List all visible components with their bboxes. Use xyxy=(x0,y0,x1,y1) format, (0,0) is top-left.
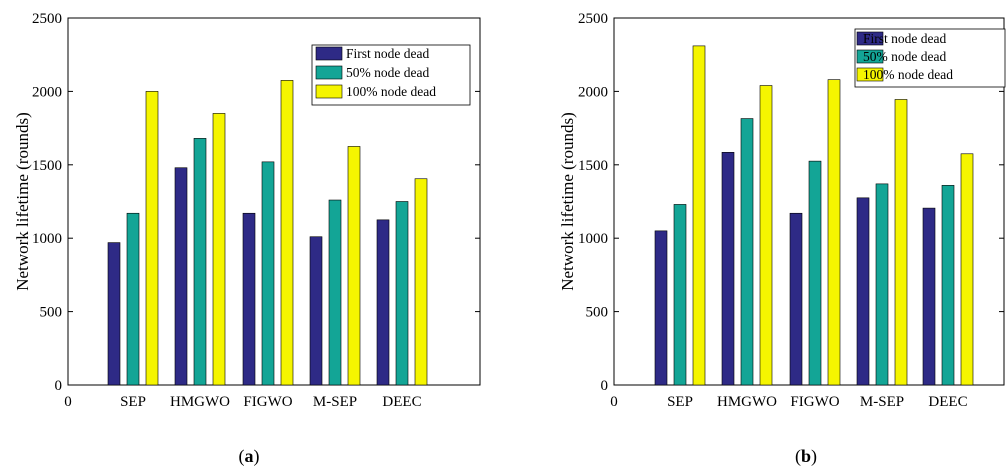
legend-label: First node dead xyxy=(863,31,946,46)
y-tick-label: 500 xyxy=(586,305,609,321)
bar-first-node-dead xyxy=(376,219,390,386)
y-tick-label: 1500 xyxy=(32,158,62,174)
bar-first-node-dead xyxy=(856,197,870,386)
y-tick-label: 1000 xyxy=(578,231,608,247)
y-axis-label: Network lifetime (rounds) xyxy=(558,112,577,290)
x-tick-label-zero: 0 xyxy=(64,394,72,410)
bar-first-node-dead xyxy=(309,236,323,386)
x-tick-label: M-SEP xyxy=(860,394,904,410)
figure-caption: (a) xyxy=(239,446,260,467)
x-tick-label: DEEC xyxy=(382,394,421,410)
y-tick-label: 2500 xyxy=(578,11,608,27)
legend: First node dead 50% node dead 100% node de… xyxy=(311,44,471,106)
bar-half-node-dead xyxy=(126,212,140,386)
bar-all-node-dead xyxy=(145,91,159,386)
bar-half-node-dead xyxy=(193,138,207,386)
bar-half-node-dead xyxy=(673,204,687,386)
x-tick-label: DEEC xyxy=(928,394,967,410)
bar-first-node-dead xyxy=(789,212,803,386)
bar-all-node-dead xyxy=(347,146,361,386)
bar-half-node-dead xyxy=(808,160,822,386)
legend-label: 50% node dead xyxy=(346,65,429,80)
x-tick-label: HMGWO xyxy=(170,394,230,410)
x-tick-label: M-SEP xyxy=(313,394,357,410)
legend-swatch xyxy=(856,31,884,46)
bar-half-node-dead xyxy=(328,199,342,386)
bar-all-node-dead xyxy=(414,178,428,386)
y-tick-label: 0 xyxy=(601,378,609,394)
bar-all-node-dead xyxy=(827,79,841,386)
y-tick-label: 1500 xyxy=(578,158,608,174)
legend-label: First node dead xyxy=(346,46,429,61)
legend-swatch xyxy=(856,67,884,82)
bar-first-node-dead xyxy=(654,230,668,386)
bar-all-node-dead xyxy=(280,80,294,386)
bar-all-node-dead xyxy=(759,85,773,386)
bar-all-node-dead xyxy=(960,153,974,386)
y-tick-label: 500 xyxy=(40,305,63,321)
chart-panel-a: 0 500 1000 1500 2000 2500 0 SEP HMGWO FIGWO M-SEP D… xyxy=(13,11,481,467)
legend-label: 100% node dead xyxy=(346,84,436,99)
x-tick-label: SEP xyxy=(667,394,693,410)
bar-first-node-dead xyxy=(721,152,735,386)
x-tick-label: SEP xyxy=(120,394,146,410)
x-tick-label: HMGWO xyxy=(717,394,777,410)
y-tick-label: 1000 xyxy=(32,231,62,247)
x-tick-label: FIGWO xyxy=(790,394,839,410)
caption-letter: b xyxy=(801,446,811,466)
x-tick-label-zero: 0 xyxy=(610,394,618,410)
bar-half-node-dead xyxy=(875,183,889,386)
caption-open: ( xyxy=(239,446,245,467)
bar-first-node-dead xyxy=(107,242,121,386)
bar-all-node-dead xyxy=(894,99,908,386)
legend-swatch xyxy=(315,65,343,80)
bar-half-node-dead xyxy=(740,118,754,386)
y-tick-label: 2000 xyxy=(32,84,62,100)
caption-close: ) xyxy=(811,446,817,467)
bar-first-node-dead xyxy=(922,207,936,386)
figure-caption: (b) xyxy=(795,446,817,467)
bar-all-node-dead xyxy=(692,45,706,386)
legend-swatch xyxy=(856,49,884,64)
y-tick-label: 2000 xyxy=(578,84,608,100)
legend-swatch xyxy=(315,46,343,61)
y-axis-label: Network lifetime (rounds) xyxy=(13,112,32,290)
bar-all-node-dead xyxy=(212,113,226,386)
legend-swatch xyxy=(315,84,343,99)
x-tick-label: FIGWO xyxy=(243,394,292,410)
legend-label: 100% node dead xyxy=(863,67,953,82)
y-tick-label: 0 xyxy=(55,378,63,394)
chart-panel-b: 0 500 1000 1500 2000 2500 0 SEP HMGWO FIGWO M-SEP D… xyxy=(558,11,1006,467)
caption-letter: a xyxy=(245,446,254,466)
bar-half-node-dead xyxy=(941,185,955,386)
legend: First node dead 50% node dead 100% node de… xyxy=(854,28,1006,88)
caption-open: ( xyxy=(795,446,801,467)
bar-half-node-dead xyxy=(395,201,409,386)
bar-first-node-dead xyxy=(242,212,256,386)
bar-half-node-dead xyxy=(261,161,275,386)
y-tick-label: 2500 xyxy=(32,11,62,27)
legend-label: 50% node dead xyxy=(863,49,946,64)
caption-close: ) xyxy=(254,446,260,467)
bar-first-node-dead xyxy=(174,167,188,386)
